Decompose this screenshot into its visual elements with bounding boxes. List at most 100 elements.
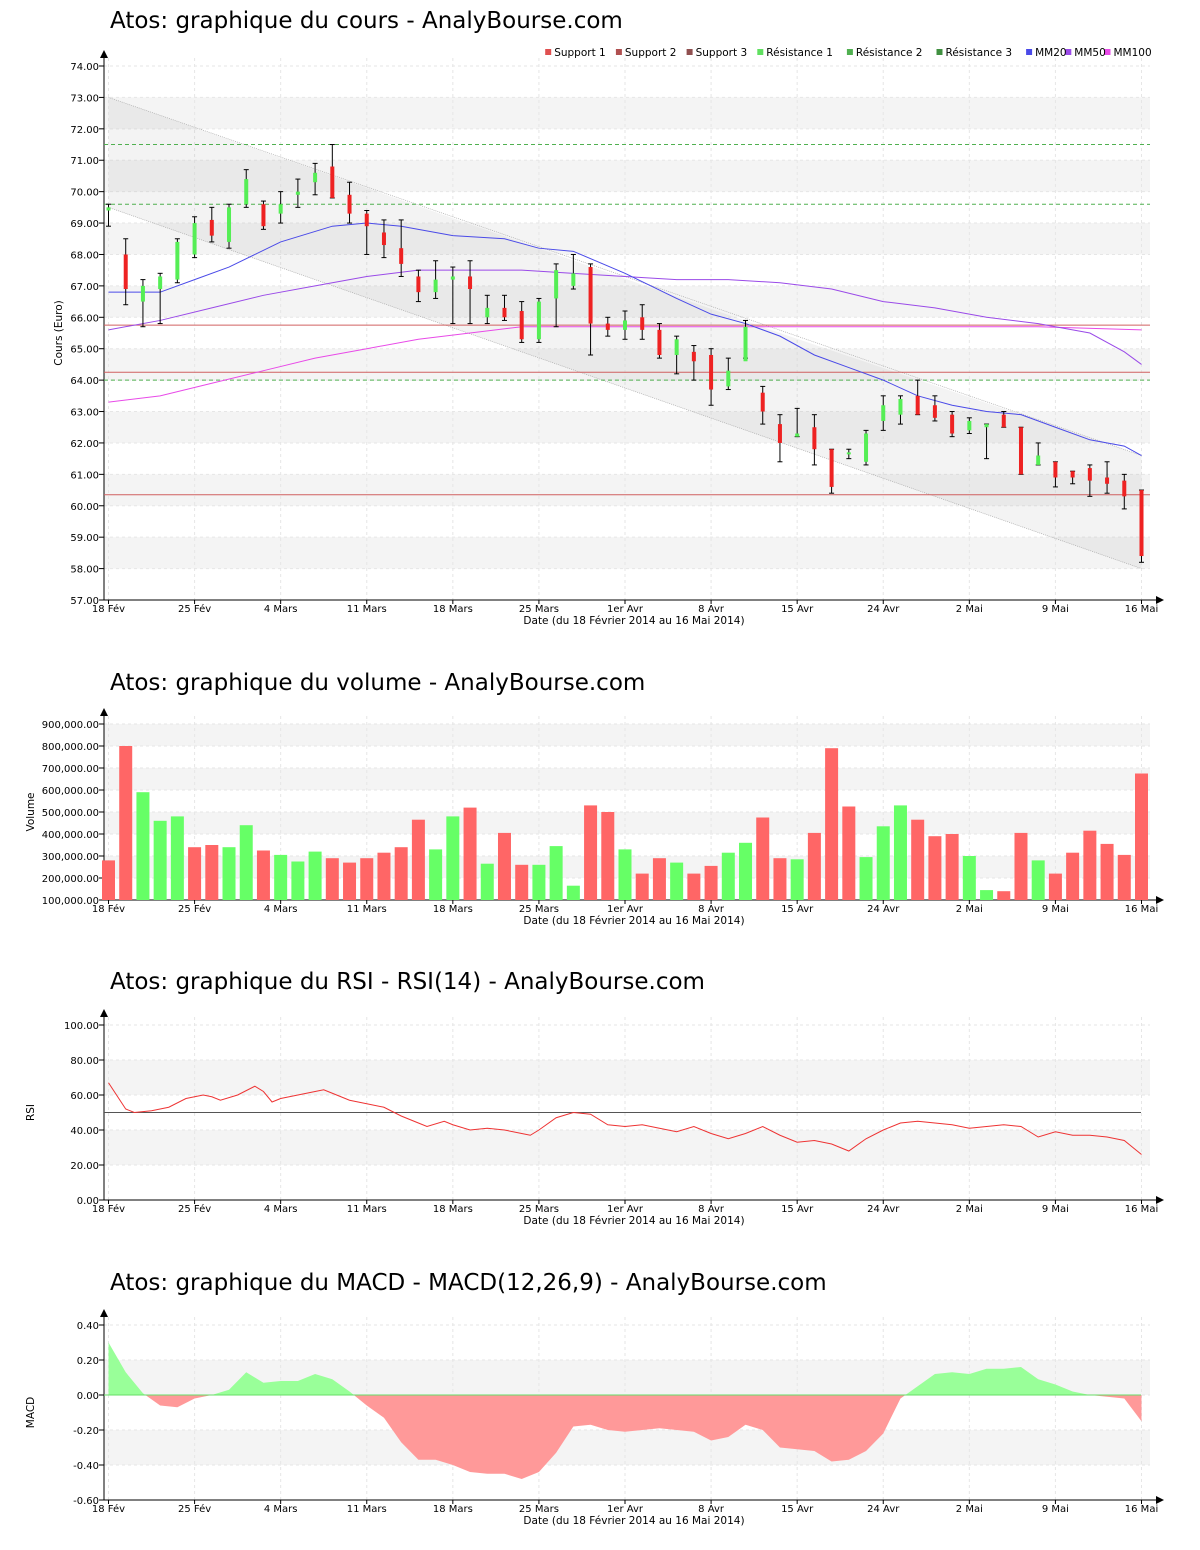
volume-bar [962, 856, 976, 900]
volume-bar [515, 864, 529, 900]
volume-ytick-label: 200,000.00 [42, 874, 99, 885]
volume-bar [1014, 832, 1028, 900]
volume-bar [360, 858, 374, 900]
volume-ytick-label: 700,000.00 [42, 764, 99, 775]
price-xtick-label: 2 Mai [956, 604, 983, 615]
macd-xtick-label: 24 Avr [867, 1504, 900, 1515]
rsi-xtick-label: 25 Fév [178, 1203, 211, 1215]
candle-body [1036, 455, 1041, 465]
mm50-line [108, 269, 1142, 365]
rsi-xtick-label: 18 Mars [433, 1204, 473, 1215]
price-ytick-label: 57.00 [70, 596, 99, 607]
volume-bar [119, 746, 133, 900]
legend-swatch [846, 49, 853, 55]
legend-swatch [615, 49, 622, 55]
macd-xtick-label: 16 Mai [1125, 1504, 1158, 1515]
candle-body [829, 449, 834, 487]
price-grid-band [104, 411, 1150, 443]
candle-body [950, 414, 955, 434]
volume-bar [325, 858, 339, 900]
candle-body [674, 339, 679, 355]
volume-bar [1048, 873, 1062, 900]
volume-ytick-label: 300,000.00 [42, 852, 99, 863]
volume-bar [670, 862, 684, 900]
price-ytick-label: 70.00 [70, 188, 99, 199]
macd-xtick-label: 4 Mars [264, 1504, 298, 1515]
candle-body [502, 307, 507, 318]
candle-body [777, 424, 782, 443]
legend-label: MM20 [1035, 47, 1066, 59]
macd-y-axis-arrow [100, 1309, 108, 1317]
candle-body [967, 420, 972, 431]
macd-xtick-label: 15 Avr [781, 1504, 814, 1515]
volume-ylabel: Volume [25, 792, 37, 831]
price-y-axis-arrow [100, 50, 108, 58]
rsi-ylabel: RSI [25, 1104, 37, 1121]
candle-body [864, 433, 869, 462]
candle-body [1070, 471, 1075, 478]
volume-ytick-label: 600,000.00 [42, 786, 99, 797]
macd-negative-area [1089, 1395, 1142, 1422]
macd-positive-area [905, 1367, 1090, 1395]
macd-xtick-label: 11 Mars [347, 1504, 387, 1515]
rsi-line [108, 1082, 1142, 1155]
macd-xtick-label: 2 Mai [956, 1504, 983, 1515]
macd-ytick-label: -0.40 [73, 1461, 99, 1472]
volume-bar [997, 891, 1011, 900]
volume-bar [773, 858, 787, 900]
candle-body [519, 311, 524, 340]
legend-label: MM50 [1074, 47, 1105, 59]
volume-bar [859, 857, 873, 900]
candle-body [227, 207, 232, 242]
volume-bar [463, 807, 477, 900]
volume-bar [153, 820, 167, 900]
candle-body [812, 427, 817, 450]
macd-negative-area [353, 1395, 906, 1479]
volume-bar [652, 858, 666, 900]
candle-body [743, 326, 748, 362]
candle-body [536, 301, 541, 340]
price-xlabel: Date (du 18 Février 2014 au 16 Mai 2014) [523, 615, 744, 627]
legend-label: Résistance 3 [946, 47, 1013, 59]
price-ytick-label: 58.00 [70, 565, 99, 576]
candle-body [123, 254, 128, 290]
volume-xtick-label: 1er Avr [607, 904, 644, 915]
price-grid-band [104, 474, 1150, 506]
legend-swatch [1065, 49, 1072, 55]
volume-bar [893, 805, 907, 900]
volume-x-axis-arrow [1156, 896, 1164, 904]
volume-bar [377, 852, 391, 900]
volume-bar [876, 826, 890, 900]
macd-xtick-label: 25 Mars [519, 1504, 559, 1515]
volume-bar [911, 819, 925, 900]
candle-body [399, 248, 404, 264]
volume-ytick-label: 900,000.00 [42, 720, 99, 731]
candle-body [605, 323, 610, 330]
price-ytick-label: 72.00 [70, 125, 99, 136]
volume-xtick-label: 16 Mai [1125, 904, 1158, 915]
volume-xtick-label: 18 Fév [92, 903, 125, 915]
legend-label: Support 2 [625, 47, 677, 59]
volume-bar [635, 873, 649, 900]
rsi-xtick-label: 8 Avr [698, 1204, 725, 1215]
rsi-grid-band [104, 1130, 1150, 1165]
volume-xtick-label: 24 Avr [867, 904, 900, 915]
volume-bar [566, 885, 580, 900]
macd-grid-band [104, 1430, 1150, 1465]
volume-bar [1100, 843, 1114, 900]
macd-ytick-label: 0.40 [77, 1321, 99, 1332]
price-grid-band [104, 285, 1150, 318]
rsi-ytick-label: 100.00 [64, 1021, 99, 1032]
price-grid-band [104, 97, 1150, 129]
candle-body [1001, 414, 1006, 428]
volume-bar [549, 846, 563, 900]
candle-body [760, 392, 765, 412]
candle-body [588, 267, 593, 324]
price-grid-band [104, 348, 1150, 381]
rsi-xtick-label: 1er Avr [607, 1204, 644, 1215]
rsi-xtick-label: 25 Mars [519, 1204, 559, 1215]
macd-xtick-label: 18 Mars [433, 1504, 473, 1515]
legend-swatch [686, 49, 693, 55]
candle-body [485, 307, 490, 318]
price-ytick-label: 66.00 [70, 313, 99, 324]
